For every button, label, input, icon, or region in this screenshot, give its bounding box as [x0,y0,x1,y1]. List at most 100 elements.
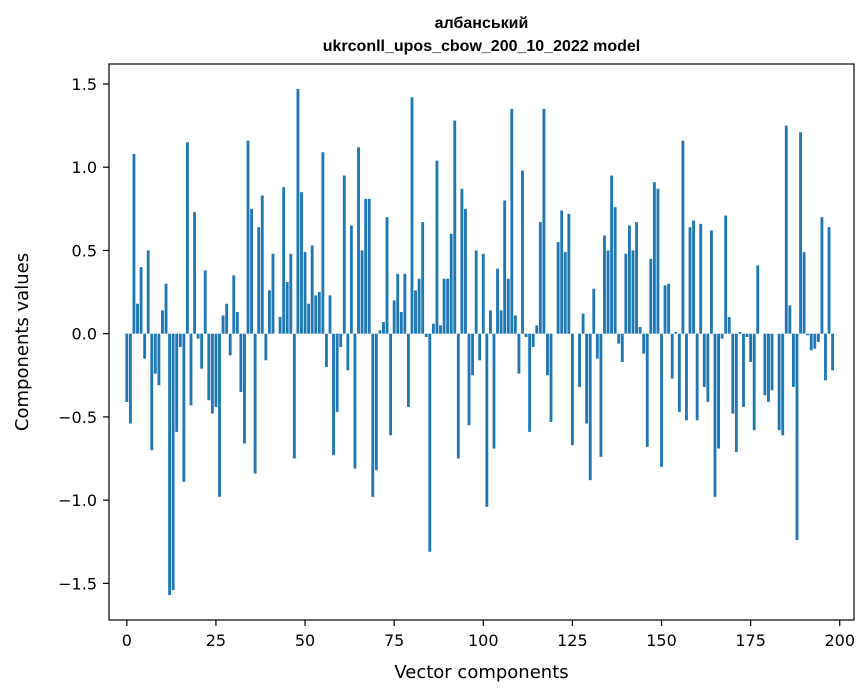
bar-92 [453,120,457,334]
bar-79 [407,333,410,407]
bar-181 [770,333,774,391]
bar-117 [542,108,546,334]
bar-14 [175,333,179,432]
bar-63 [349,225,353,334]
bar-118 [546,333,549,376]
bar-67 [364,198,368,334]
x-tick-label: 0 [122,631,132,650]
bar-107 [506,278,510,334]
bar-138 [617,333,621,344]
bar-184 [781,333,785,436]
bar-187 [791,333,795,387]
bar-48 [296,88,300,334]
bar-10 [161,310,164,334]
bar-194 [816,333,820,342]
bar-29 [228,333,232,356]
bar-36 [253,333,257,474]
x-tick-label: 50 [295,631,315,650]
bar-116 [538,222,542,334]
bar-136 [610,175,614,334]
bar-68 [367,198,371,334]
bar-17 [186,142,189,334]
bar-8 [153,333,157,374]
bar-185 [784,125,788,334]
x-tick-label: 175 [735,631,766,650]
bar-119 [549,333,553,422]
plot-area-frame [108,63,855,621]
bar-176 [752,333,756,431]
bar-78 [403,273,407,334]
bar-147 [649,258,653,334]
bar-111 [521,170,524,334]
bar-0 [125,333,129,402]
bar-2 [132,153,136,334]
bar-50 [303,252,307,334]
bar-98 [474,250,478,334]
x-axis-ticks: 0 25 50 75 100 125 150 175 200 [122,620,855,650]
bar-156 [681,140,685,334]
bar-141 [628,225,631,334]
bar-37 [257,227,261,334]
chart-subtitle: ukrconll_upos_cbow_200_10_2022 model [323,38,640,55]
bar-75 [392,300,396,334]
bar-30 [232,275,236,334]
bar-125 [570,333,574,446]
bar-152 [667,283,671,334]
bar-113 [528,333,532,432]
x-axis-label: Vector components [394,662,568,683]
bar-25 [214,333,218,407]
bar-196 [824,333,827,381]
bar-4 [139,267,143,334]
bar-157 [685,333,688,421]
bar-150 [660,333,663,467]
bar-33 [243,333,246,444]
bar-87 [435,160,439,334]
y-tick-label: 1.5 [72,75,97,94]
bar-93 [456,333,460,459]
bar-18 [189,333,193,406]
bar-6 [146,250,150,334]
bar-135 [606,250,610,334]
bar-34 [246,140,250,334]
bar-31 [235,312,239,334]
bar-84 [424,333,428,338]
bar-114 [531,333,535,347]
bar-21 [200,333,204,369]
bar-139 [620,333,624,362]
bar-102 [488,310,492,334]
bar-11 [164,283,168,334]
bar-128 [581,313,585,334]
bar-89 [442,278,446,334]
bar-121 [556,242,560,334]
bar-40 [267,290,271,334]
bar-100 [481,253,485,334]
bar-164 [709,230,713,334]
bar-80 [410,97,414,334]
bar-144 [638,327,642,334]
bar-51 [307,303,311,334]
bar-155 [677,333,681,412]
x-tick-label: 150 [646,631,677,650]
bar-195 [820,217,824,334]
bar-151 [663,285,667,334]
x-tick-label: 125 [557,631,588,650]
bar-123 [563,252,567,334]
bar-1 [128,333,132,424]
bar-108 [510,108,514,334]
bar-43 [278,317,282,334]
bar-133 [599,333,603,457]
bar-61 [342,175,346,334]
bar-19 [193,212,196,334]
bar-45 [285,282,289,334]
bar-132 [595,333,599,359]
bar-169 [727,317,731,334]
bar-137 [613,207,617,334]
bar-166 [717,333,720,449]
bar-70 [374,333,378,471]
bar-77 [399,312,403,334]
bar-27 [221,315,225,334]
bar-54 [317,292,321,334]
bar-86 [431,323,435,334]
bar-49 [300,192,303,334]
bar-197 [827,227,831,334]
